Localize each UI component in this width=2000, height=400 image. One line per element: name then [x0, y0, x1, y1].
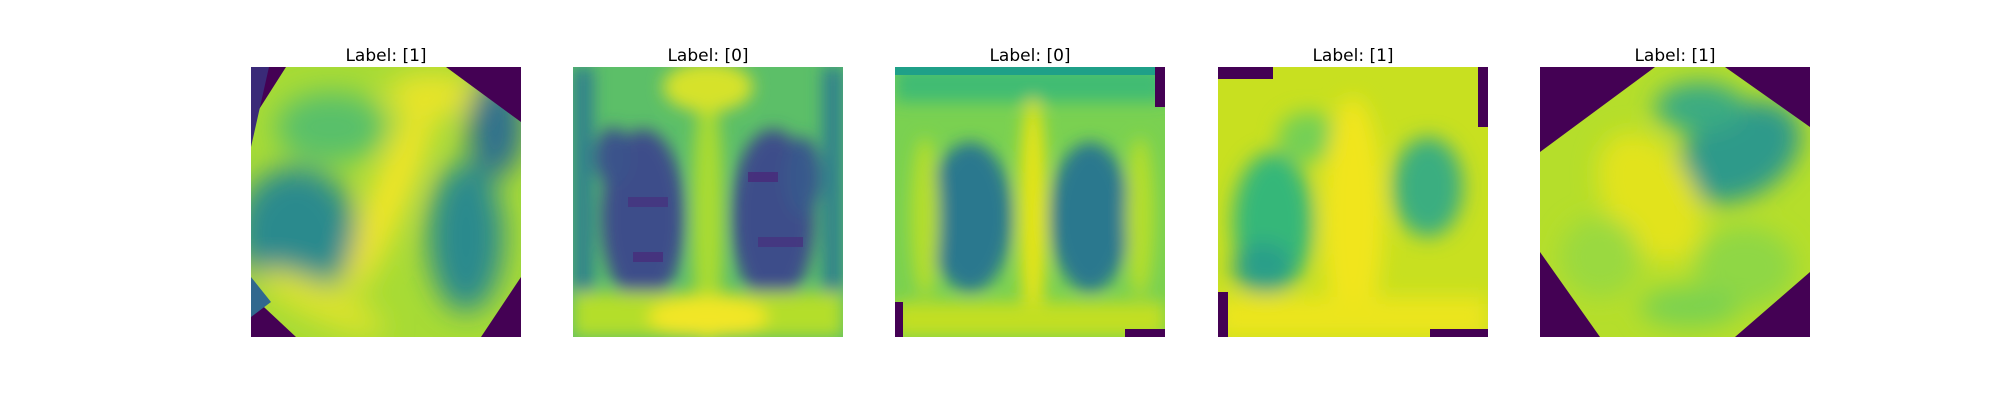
panel-title: Label: [1] — [1312, 46, 1394, 66]
panel-title: Label: [1] — [1634, 46, 1716, 66]
xray-image — [1218, 67, 1488, 337]
xray-image — [573, 67, 843, 337]
panel-title: Label: [0] — [989, 46, 1071, 66]
panel-title: Label: [1] — [345, 46, 427, 66]
image-panel-4: Label: [1] — [1218, 44, 1488, 337]
xray-image — [251, 67, 521, 337]
image-panel-3: Label: [0] — [895, 44, 1165, 337]
image-panel-5: Label: [1] — [1540, 44, 1810, 337]
xray-image — [895, 67, 1165, 337]
xray-image — [1540, 67, 1810, 337]
image-panel-2: Label: [0] — [573, 44, 843, 337]
image-panel-1: Label: [1] — [251, 44, 521, 337]
panel-title: Label: [0] — [667, 46, 749, 66]
